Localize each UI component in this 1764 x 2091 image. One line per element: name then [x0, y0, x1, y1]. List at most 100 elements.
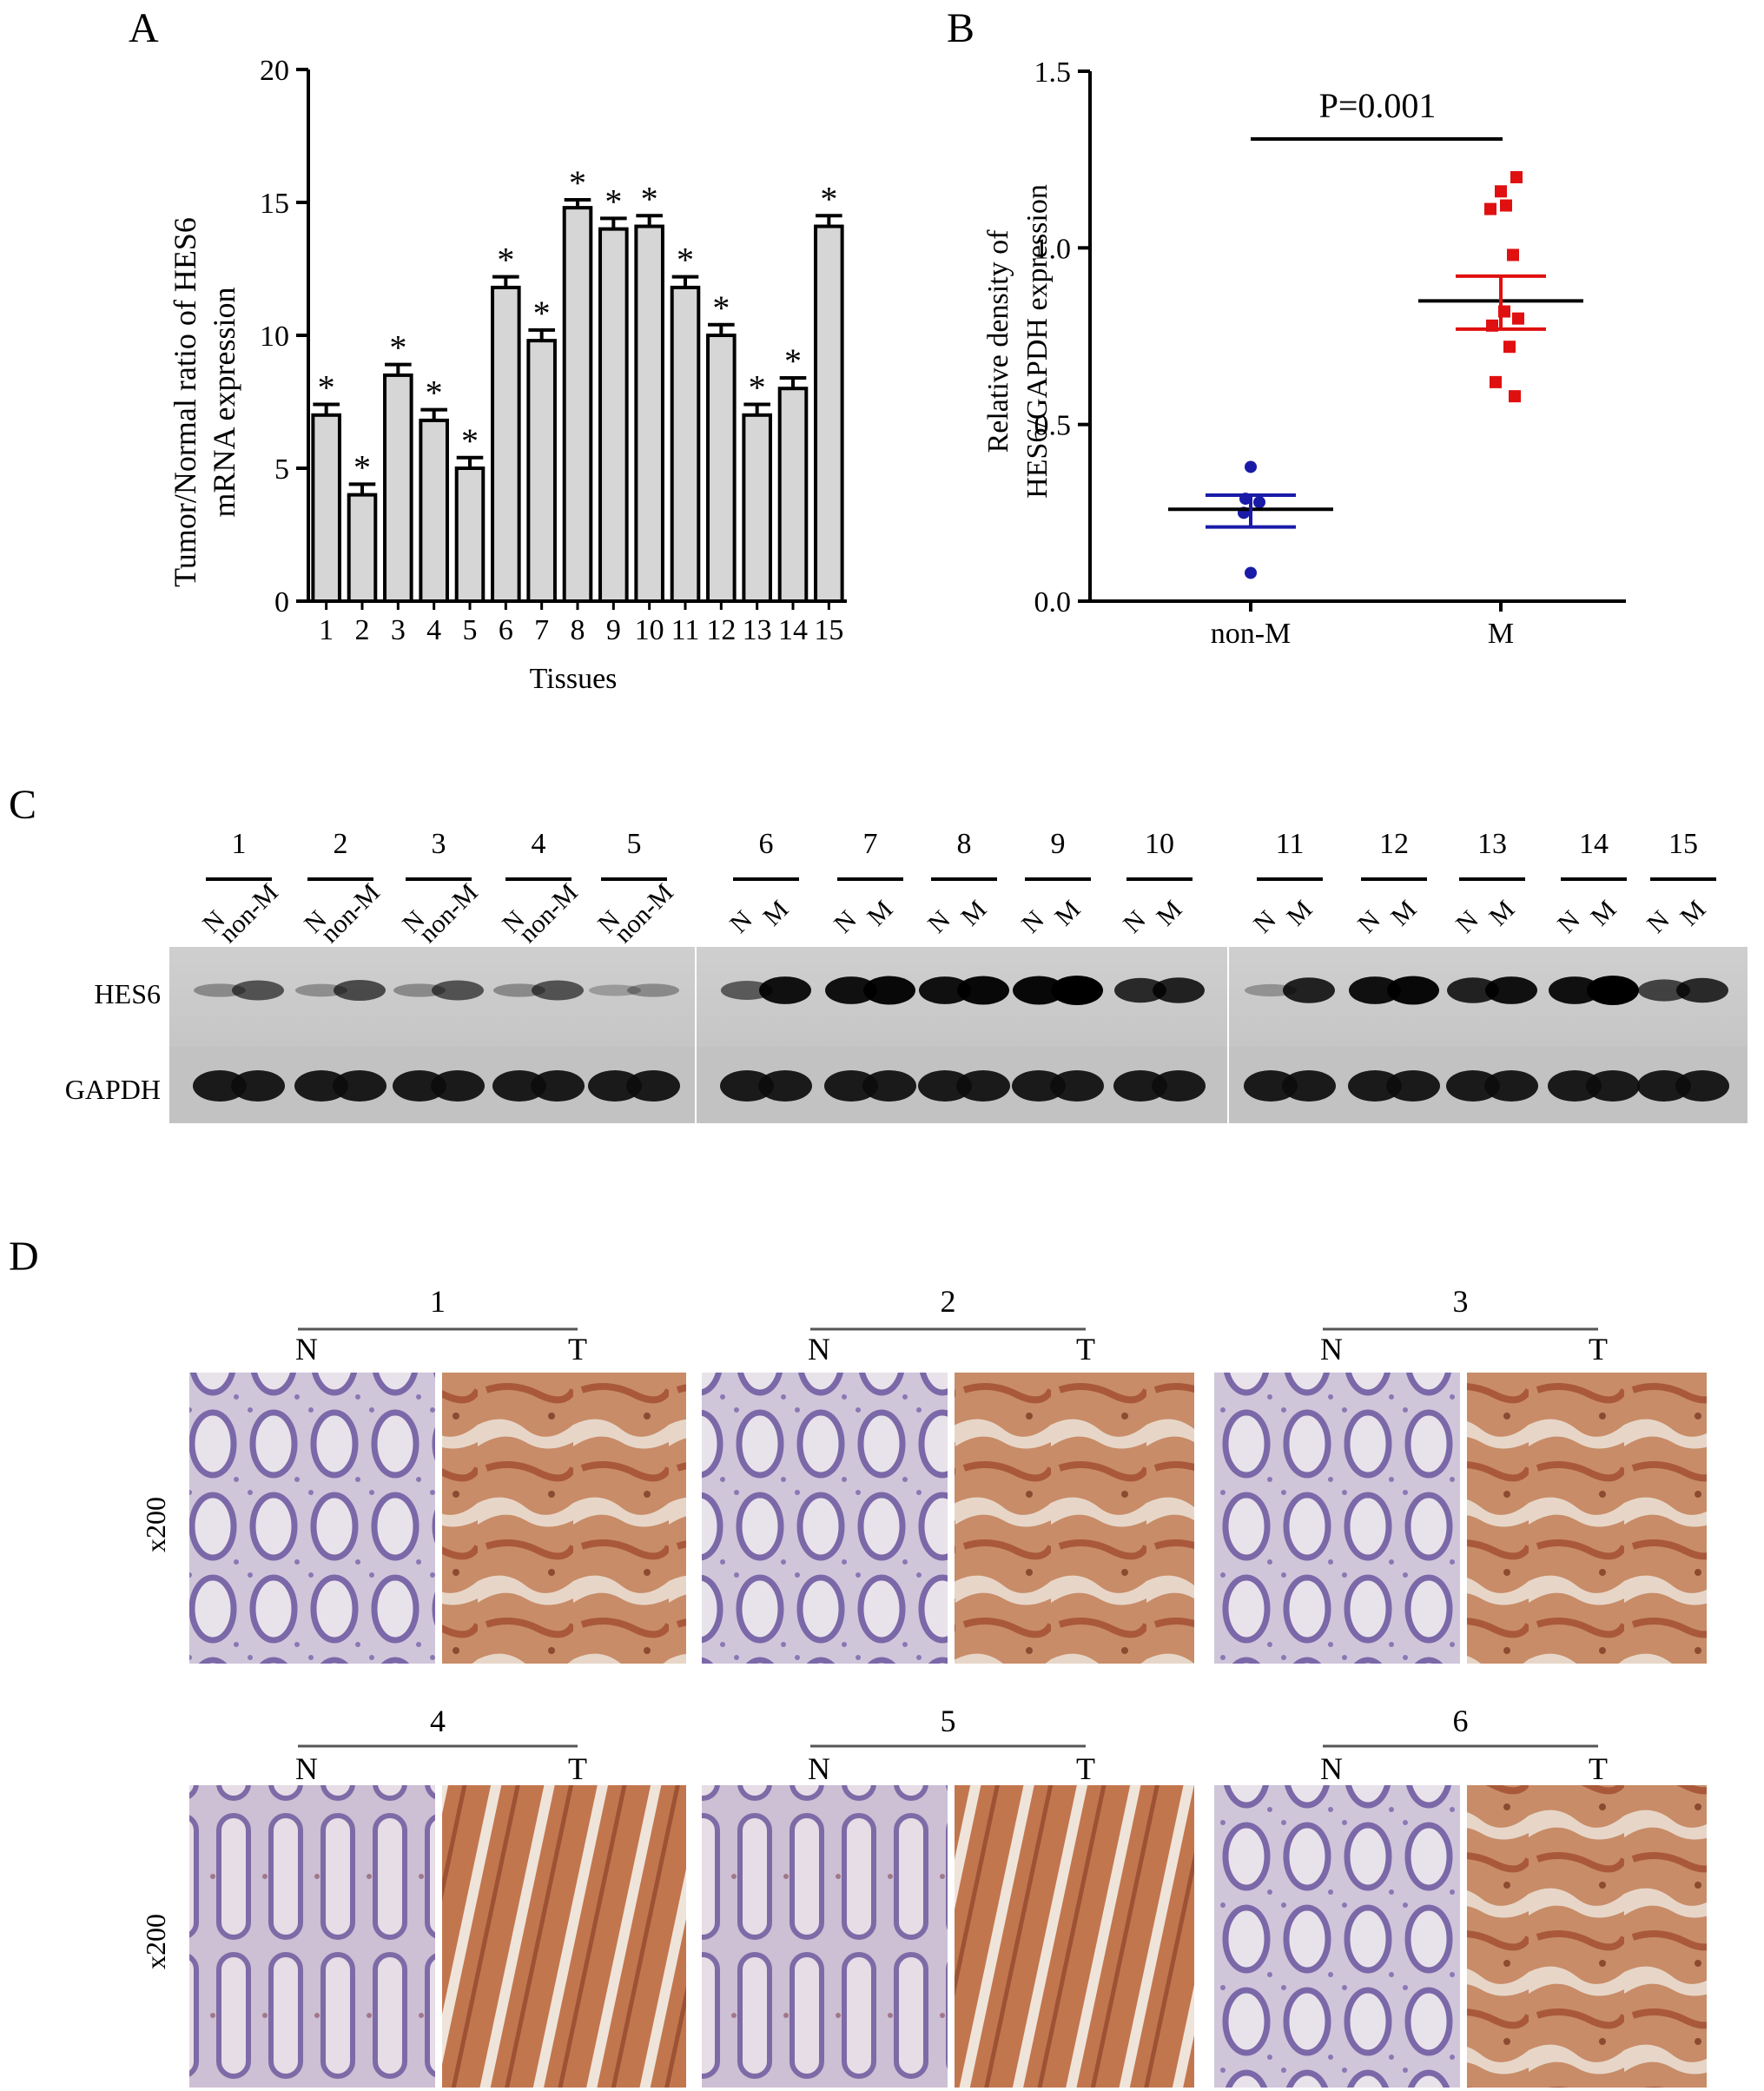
hes6-band: [1638, 979, 1690, 1002]
ihc-case-number: 6: [1453, 1704, 1469, 1738]
x-axis-title: Tissues: [530, 663, 618, 695]
sample-number: 12: [1379, 828, 1409, 860]
hes6-band: [393, 983, 446, 997]
gapdh-band: [1113, 1070, 1167, 1102]
bar: [347, 493, 378, 603]
magnification-label: x200: [140, 1914, 171, 1969]
y-axis-title-line1: Tumor/Normal ratio of HES6: [168, 217, 202, 587]
ihc-tumor-label: T: [568, 1332, 587, 1366]
bar: [454, 467, 486, 603]
bar: [311, 413, 341, 603]
significance-marker: *: [497, 241, 514, 280]
y-tick-label: 1.0: [1034, 233, 1072, 265]
y-tick-label: 5: [274, 453, 289, 486]
ihc-case-number: 3: [1453, 1284, 1469, 1319]
lane-label: M: [1281, 895, 1318, 931]
lane-label: non-M: [513, 878, 584, 949]
data-point: [1484, 202, 1496, 215]
ihc-normal-image: [1214, 1785, 1460, 2088]
sample-number: 15: [1668, 828, 1698, 860]
lane-label: N: [1450, 905, 1484, 939]
x-tick-label: 10: [635, 614, 664, 646]
lane-label: N: [1118, 905, 1152, 939]
x-tick-label: 15: [814, 614, 843, 646]
significance-marker: *: [677, 241, 694, 280]
gapdh-band: [1050, 1070, 1104, 1102]
data-point: [1253, 496, 1265, 509]
significance-marker: *: [712, 288, 730, 328]
hes6-band: [1051, 976, 1103, 1005]
row-label-gapdh: GAPDH: [65, 1074, 161, 1105]
sample-number: 4: [532, 828, 546, 860]
data-point: [1512, 312, 1524, 325]
ihc-case-number: 2: [941, 1284, 956, 1319]
sample-number: 10: [1145, 828, 1174, 860]
hes6-band: [1549, 976, 1601, 1004]
bar: [814, 224, 844, 603]
bar: [634, 224, 664, 603]
significance-marker: *: [784, 341, 802, 380]
bar: [598, 227, 629, 603]
x-tick-label: 1: [319, 614, 334, 646]
gapdh-band: [193, 1070, 247, 1102]
gapdh-band: [588, 1070, 642, 1102]
gapdh-band: [531, 1070, 585, 1102]
data-point: [1510, 171, 1523, 183]
hes6-band: [863, 976, 915, 1005]
hes6-band: [1676, 977, 1728, 1003]
sample-number: 11: [1276, 828, 1305, 860]
x-tick-label: 4: [426, 614, 441, 646]
sample-number: 1: [232, 828, 247, 860]
hes6-band: [627, 983, 679, 997]
hes6-band: [1349, 976, 1401, 1004]
lane-label: non-M: [609, 878, 679, 949]
lane-label: M: [955, 895, 992, 931]
lane-label: N: [922, 905, 956, 939]
significance-marker: *: [533, 294, 551, 333]
ihc-normal-image: [702, 1373, 948, 1664]
lane-label: M: [1385, 895, 1422, 931]
hes6-band: [919, 976, 971, 1004]
hes6-band: [1447, 977, 1499, 1003]
ihc-tumor-image: [442, 1785, 686, 2088]
gapdh-band: [1675, 1070, 1729, 1102]
hes6-band: [432, 980, 484, 1001]
significance-marker: *: [820, 179, 837, 218]
ihc-normal-image: [189, 1785, 435, 2088]
significance-marker: *: [569, 163, 586, 202]
gapdh-band: [492, 1070, 546, 1102]
y-tick-label: 20: [260, 55, 289, 87]
ihc-normal-label: N: [808, 1332, 830, 1366]
x-tick-label: 14: [778, 614, 808, 646]
lane-label: M: [1151, 895, 1187, 931]
y-axis-title-line2: mRNA expression: [207, 288, 241, 518]
ihc-normal-image: [189, 1373, 435, 1664]
bar: [706, 334, 737, 603]
lane-label: N: [1642, 905, 1675, 939]
x-tick-label: 12: [706, 614, 736, 646]
lane-label: M: [1585, 895, 1622, 931]
sample-number: 9: [1051, 828, 1066, 860]
gapdh-band: [1282, 1070, 1336, 1102]
x-tick-label: M: [1488, 618, 1514, 650]
hes6-band: [1485, 976, 1537, 1004]
gapdh-band: [1012, 1070, 1066, 1102]
hes6-band: [295, 983, 347, 997]
bar: [562, 206, 593, 603]
x-tick-label: non-M: [1211, 618, 1292, 650]
y-tick-label: 10: [260, 321, 289, 353]
gapdh-band: [333, 1070, 386, 1102]
gapdh-band: [231, 1070, 285, 1102]
data-point: [1490, 375, 1502, 388]
lane-label: M: [1483, 895, 1520, 931]
ihc-tumor-label: T: [568, 1751, 587, 1786]
bar: [491, 285, 521, 603]
data-point: [1495, 185, 1507, 198]
y-tick-label: 0: [274, 586, 289, 619]
x-tick-label: 9: [606, 614, 621, 646]
y-tick-label: 1.5: [1034, 56, 1072, 89]
sample-number: 14: [1579, 828, 1609, 860]
lane-label: non-M: [315, 878, 386, 949]
hes6-band: [334, 979, 386, 1002]
